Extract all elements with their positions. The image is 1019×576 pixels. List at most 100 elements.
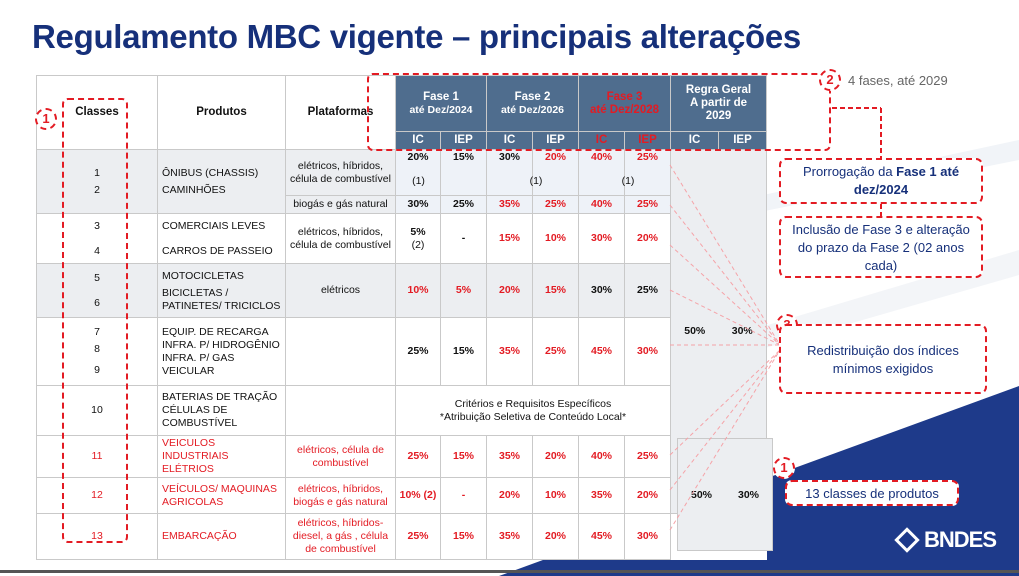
product-name: CARROS DE PASSEIO — [162, 244, 273, 257]
regra-ic-value: 50% — [690, 488, 712, 501]
criteria-line: Critérios e Requisitos Específicos — [454, 397, 612, 410]
classes-cell: 3 4 — [36, 213, 158, 264]
product-name: ÔNIBUS (CHASSIS) — [162, 166, 259, 179]
value-cell: 10% — [532, 477, 579, 514]
value-cell: 15% — [532, 263, 579, 318]
value-cell: 30% — [578, 213, 625, 264]
regra-iep-value: 30% — [731, 325, 753, 337]
table-row: 13 EMBARCAÇÃO elétricos, híbridos-diesel… — [36, 513, 767, 560]
value: 40% — [590, 151, 612, 163]
produtos-cell: EQUIP. DE RECARGA INFRA. P/ HIDROGÊNIO I… — [157, 317, 286, 386]
callout-13-classes: 13 classes de produtos — [785, 480, 959, 506]
value: 15% — [452, 151, 474, 163]
produtos-cell: EMBARCAÇÃO — [157, 513, 286, 560]
regra-line1: Regra Geral — [685, 84, 752, 96]
value-cell: 15% — [440, 435, 487, 478]
marker-2-icon: 2 — [819, 69, 841, 91]
value-cell: 25% — [624, 263, 671, 318]
produtos-cell: VEICULOS INDUSTRIAIS ELÉTRIOS — [157, 435, 286, 478]
product-name: CÉLULAS DE COMBUSTÍVEL — [162, 404, 238, 429]
value-cell: 35% — [486, 195, 533, 214]
plataforma-cell — [285, 385, 396, 436]
regra-line3: 2029 — [705, 110, 732, 122]
plataforma-cell: biogás e gás natural — [285, 195, 396, 214]
value-cell: 45% — [578, 513, 625, 560]
table-row: 12 VEÍCULOS/ MAQUINAS AGRICOLAS elétrico… — [36, 477, 767, 514]
value: 20% — [544, 151, 566, 163]
value-cell: 25% — [395, 513, 441, 560]
class-number: 5 — [94, 271, 100, 284]
callout-inclusao: Inclusão de Fase 3 e alteração do prazo … — [779, 216, 983, 278]
product-name: BATERIAS DE TRAÇÃO — [162, 391, 278, 403]
fase3-title: Fase 3 — [606, 90, 643, 103]
value-cell: 25% — [624, 435, 671, 478]
fase2-note: (1) — [529, 175, 543, 187]
header-fase2: Fase 2 até Dez/2026 — [486, 75, 579, 132]
value-cell: 35% — [486, 435, 533, 478]
plataforma-cell — [285, 317, 396, 386]
value-cell: 30% — [395, 195, 441, 214]
value-cell: 25% — [395, 435, 441, 478]
value-cell: 30% — [578, 263, 625, 318]
fase1-note: (1) — [412, 175, 425, 187]
classes-highlight-frame — [62, 98, 128, 543]
plataforma-cell: elétricos, célula de combustível — [285, 435, 396, 478]
product-name: INFRA. P/ HIDROGÊNIO — [162, 338, 280, 351]
header-plataformas: Plataformas — [285, 75, 396, 150]
value-cell: 25% — [395, 317, 441, 386]
value-cell: 40% — [578, 149, 625, 196]
value: 30% — [498, 151, 520, 163]
header-produtos: Produtos — [157, 75, 286, 150]
bottom-rule — [0, 570, 1019, 573]
produtos-cell: BATERIAS DE TRAÇÃO CÉLULAS DE COMBUSTÍVE… — [157, 385, 286, 436]
header-regra-geral: Regra Geral A partir de 2029 — [670, 75, 767, 132]
table-row: 1 2 ÔNIBUS (CHASSIS) CAMINHÕES elétricos… — [36, 149, 767, 514]
callout-text-bold: Fase 1 até dez/2024 — [853, 164, 960, 197]
table-row: 5 6 MOTOCICLETAS BICICLETAS / PATINETES/… — [36, 263, 767, 318]
value-cell: 25% — [440, 195, 487, 214]
bndes-logo: BNDES — [894, 527, 997, 553]
fase1-date: até Dez/2024 — [409, 103, 473, 116]
value-cell: 15% — [440, 317, 487, 386]
value-cell: 20% — [532, 149, 579, 196]
fase2-date: até Dez/2026 — [500, 103, 565, 116]
class-number: 4 — [94, 244, 100, 257]
table-row: 7 8 9 EQUIP. DE RECARGA INFRA. P/ HIDROG… — [36, 317, 767, 386]
class-number: 3 — [94, 219, 100, 232]
class-number: 8 — [94, 343, 100, 355]
criteria-line: *Atribuição Seletiva de Conteúdo Local* — [439, 410, 627, 423]
produtos-cell: VEÍCULOS/ MAQUINAS AGRICOLAS — [157, 477, 286, 514]
bndes-mark-icon — [894, 527, 920, 553]
value-cell: 10% (2) — [395, 477, 441, 514]
value-cell: 20% — [395, 149, 441, 196]
value-cell: 35% — [486, 317, 533, 386]
value-cell: - — [440, 213, 487, 264]
marker-1-icon: 1 — [35, 108, 57, 130]
value-cell: 20% — [486, 263, 533, 318]
value-cell: 30% — [486, 149, 533, 196]
value-cell: 35% — [578, 477, 625, 514]
value-cell: 40% — [578, 195, 625, 214]
value-cell: 35% — [486, 513, 533, 560]
table-row: 3 4 COMERCIAIS LEVES CARROS DE PASSEIO e… — [36, 213, 767, 264]
produtos-cell: COMERCIAIS LEVES CARROS DE PASSEIO — [157, 213, 286, 264]
value-cell: 30% — [624, 317, 671, 386]
callout-redistribuicao: Redistribuição dos índices mínimos exigi… — [779, 324, 987, 394]
regra-line2: A partir de — [689, 97, 748, 109]
fase2-title: Fase 2 — [514, 90, 551, 103]
regra-iep-value: 30% — [737, 488, 759, 501]
plataforma-cell: elétricos, híbridos, célula de combustív… — [285, 213, 396, 264]
header-fase3: Fase 3 até Dez/2028 — [578, 75, 671, 132]
product-name: INFRA. P/ GAS VEICULAR — [162, 351, 235, 377]
phases-highlight-frame — [367, 73, 831, 151]
class-number: 2 — [94, 183, 100, 196]
value-cell: 25% — [532, 317, 579, 386]
value-cell: 25% — [624, 149, 671, 196]
value-cell: 10% — [395, 263, 441, 318]
top-note: 4 fases, até 2029 — [848, 73, 948, 88]
value-cell: 20% — [624, 477, 671, 514]
header-ic: IC — [670, 131, 719, 150]
value-cell: 5% — [440, 263, 487, 318]
class-number: 7 — [94, 326, 100, 338]
callout-text: Prorrogação da — [802, 164, 897, 179]
